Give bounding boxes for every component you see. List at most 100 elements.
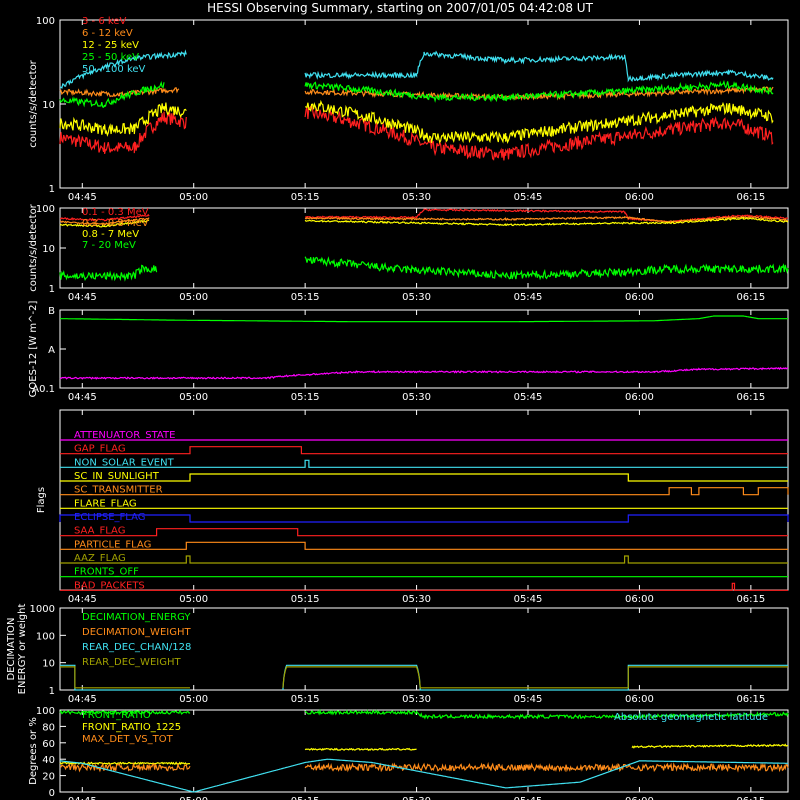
flag-line-non_solar_event [60,459,788,468]
lowE-ytick-label: 10 [42,100,55,111]
highE-ytick-label: 1 [49,284,55,295]
goes-ytick-label: A [48,345,55,356]
lowE-frame [59,19,789,189]
highE-series-0 [59,208,789,224]
goes-xtick-label: 06:15 [736,392,765,403]
ratios-xtick-label: 05:45 [514,796,543,800]
flag-label-particle_flag: PARTICLE_FLAG [74,539,151,550]
goes-xtick-label: 05:15 [291,392,320,403]
highE-ylabel: counts/s/detector [28,203,39,291]
ratios-ytick-label: 0 [49,788,55,799]
decim-xtick-label: 05:00 [179,694,208,705]
flag-label-aaz_flag: AAZ_FLAG [74,553,126,564]
decim-ytick-label: 1000 [30,604,55,615]
flags-xtick-label: 05:00 [179,594,208,605]
lowE-xtick-label: 05:45 [514,192,543,203]
ratios-series-2 [59,761,789,773]
ratios-legend-0: FRONT_RATIO [82,710,151,721]
lowE-series-4 [59,49,774,89]
flag-label-flare_flag: FLARE_FLAG [74,498,137,509]
ratios-ytick-label: 40 [42,755,55,766]
flag-label-saa_flag: SAA_FLAG [74,526,125,537]
decim-ylabel: DECIMATION [6,617,17,680]
flag-label-bad_packets: BAD_PACKETS [74,580,145,591]
goes-ytick-label: A0.1 [32,384,55,395]
flags-panel: 04:45 05:00 05:15 05:30 05:45 06:00 06:15 Flags… [36,409,789,605]
flags-xtick-label: 06:15 [736,594,765,605]
lowE-xtick-label: 06:00 [625,192,654,203]
flags-ylabel: Flags [36,487,47,513]
goes-xtick-label: 06:00 [625,392,654,403]
ratios-legend-1: FRONT_RATIO_1225 [82,722,181,733]
highE-xtick-label: 06:15 [736,292,765,303]
flags-xtick-label: 04:45 [68,594,97,605]
ratios-legend-right: Absolute geomagnetic latitude [614,712,768,723]
flag-line-saa_flag [60,528,788,537]
lowE-panel: 04:45 05:00 05:15 05:30 05:45 06:00 06:15 count… [28,16,789,203]
flag-label-fronts_off: FRONTS_OFF [74,567,139,578]
flag-label-sc_in_sunlight: SC_IN_SUNLIGHT [74,471,160,482]
decim-xtick-label: 05:45 [514,694,543,705]
decim-legend-2: REAR_DEC_CHAN/128 [82,642,191,653]
flags-xtick-label: 05:45 [514,594,543,605]
lowE-ytick-label: 1 [49,184,55,195]
highE-xtick-label: 05:15 [291,292,320,303]
flags-xtick-label: 06:00 [625,594,654,605]
lowE-ytick-label: 100 [36,16,55,27]
ratios-series-3 [59,758,788,793]
highE-legend-0: 0.1 - 0.3 MeV [82,207,149,218]
ratios-legend-2: MAX_DET_VS_TOT [82,734,174,745]
lowE-xtick-label: 05:30 [402,192,431,203]
decim-ylabel: ENERGY or weight [17,604,28,695]
lowE-legend-4: 50 - 100 keV [82,64,146,75]
lowE-xtick-label: 06:15 [736,192,765,203]
ratios-xtick-label: 04:45 [68,796,97,800]
decim-series-2 [60,664,788,691]
flag-line-particle_flag [60,541,788,550]
decim-ytick-label: 1 [49,686,55,697]
panels: 04:45 05:00 05:15 05:30 05:45 06:00 06:15 count… [6,16,789,800]
highE-xtick-label: 04:45 [68,292,97,303]
lowE-xtick-label: 05:00 [179,192,208,203]
decim-xtick-label: 06:00 [625,694,654,705]
goes-panel: 04:45 05:00 05:15 05:30 05:45 06:00 06:15 GOES-… [28,301,789,403]
goes-xtick-label: 05:30 [402,392,431,403]
flag-label-sc_transmitter: SC_TRANSMITTER [74,485,163,496]
flag-label-gap_flag: GAP_FLAG [74,444,126,455]
ratios-panel: 04:45 05:00 05:15 05:30 05:45 06:00 06:15 Degre… [28,706,789,800]
highE-legend-3: 7 - 20 MeV [82,240,136,251]
lowE-legend-2: 12 - 25 keV [82,40,139,51]
flag-line-eclipse_flag [59,514,789,523]
highE-xtick-label: 06:00 [625,292,654,303]
lowE-legend-0: 3 - 6 keV [82,16,126,27]
goes-series-1 [59,366,789,380]
highE-legend-2: 0.8 - 7 MeV [82,229,139,240]
ratios-xtick-label: 06:00 [625,796,654,800]
decim-legend-1: DECIMATION_WEIGHT [82,627,191,638]
flags-xtick-label: 05:15 [291,594,320,605]
lowE-series-0 [59,105,774,161]
decim-xtick-label: 06:15 [736,694,765,705]
decim-legend-0: DECIMATION_ENERGY [82,612,191,623]
ratios-xtick-label: 05:30 [402,796,431,800]
highE-xtick-label: 05:00 [179,292,208,303]
lowE-legend-1: 6 - 12 keV [82,28,133,39]
lowE-legend-3: 25 - 50 keV [82,52,139,63]
highE-panel: 04:45 05:00 05:15 05:30 05:45 06:00 06:15 count… [28,203,789,303]
flag-line-aaz_flag [60,555,788,564]
flags-xtick-label: 05:30 [402,594,431,605]
ratios-xtick-label: 05:00 [179,796,208,800]
flag-label-eclipse_flag: ECLIPSE_FLAG [74,512,145,523]
goes-xtick-label: 05:45 [514,392,543,403]
ratios-series-0 [59,708,789,720]
decim-ytick-label: 10 [42,659,55,670]
flag-line-sc_in_sunlight [60,473,788,482]
highE-legend-1: 0.3 - 0.8 MeV [82,218,149,229]
ratios-frame [59,709,789,793]
goes-ylabel: GOES-12 [W m^-2] [28,301,39,398]
lowE-series-2 [59,99,774,144]
highE-series-1 [59,215,789,226]
ratios-ytick-label: 60 [42,739,55,750]
goes-ytick-label: B [48,306,55,317]
